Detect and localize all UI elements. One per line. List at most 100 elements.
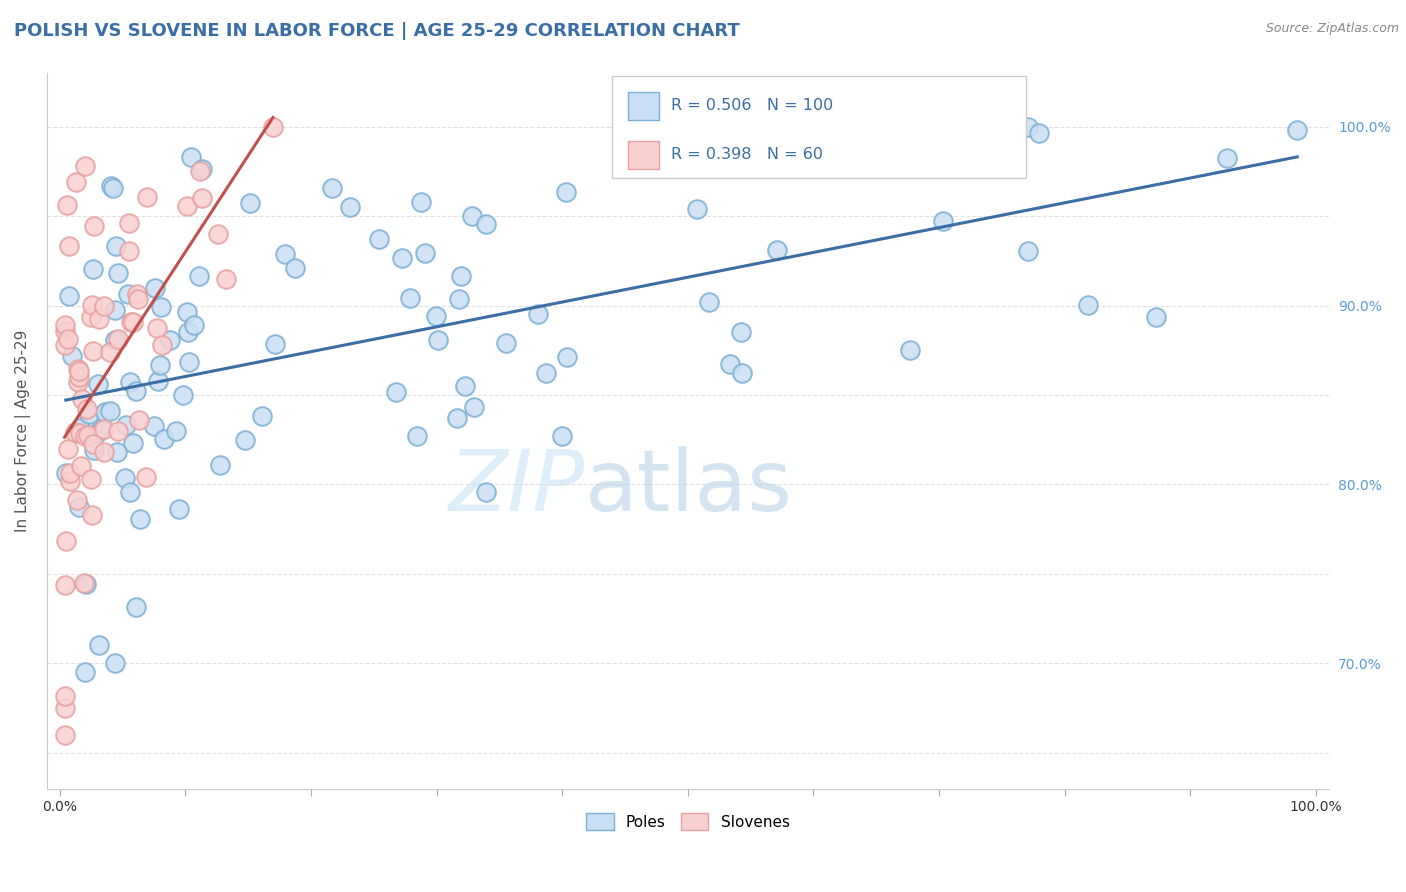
Point	[180, 150, 202, 164]
Point	[107, 266, 129, 280]
Point	[264, 337, 287, 351]
Point	[75, 576, 97, 591]
Point	[557, 350, 579, 364]
Point	[53, 324, 76, 338]
Point	[391, 251, 413, 265]
Point	[58, 239, 80, 253]
Point	[63, 425, 86, 440]
Point	[188, 164, 211, 178]
Point	[69, 421, 91, 435]
Point	[67, 500, 90, 514]
Point	[69, 458, 91, 473]
Point	[1144, 310, 1167, 325]
Y-axis label: In Labor Force | Age 25-29: In Labor Force | Age 25-29	[15, 329, 31, 532]
Point	[135, 470, 157, 484]
Point	[1216, 151, 1239, 165]
Point	[82, 437, 104, 451]
Point	[461, 209, 484, 223]
Point	[83, 442, 105, 457]
Point	[59, 466, 82, 480]
Point	[631, 138, 654, 153]
Point	[53, 689, 76, 703]
Point	[118, 216, 141, 230]
Point	[1017, 244, 1039, 259]
Text: R = 0.506   N = 100: R = 0.506 N = 100	[671, 97, 832, 112]
Point	[53, 338, 76, 352]
Point	[474, 485, 496, 500]
Point	[208, 458, 231, 473]
Point	[149, 358, 172, 372]
Point	[169, 501, 191, 516]
Point	[399, 291, 422, 305]
Point	[190, 191, 212, 205]
Point	[53, 728, 76, 742]
Point	[59, 474, 82, 488]
Point	[415, 246, 437, 260]
Point	[75, 429, 97, 443]
Point	[87, 376, 110, 391]
Point	[129, 512, 152, 526]
Point	[284, 260, 307, 275]
Point	[191, 161, 214, 176]
Point	[697, 294, 720, 309]
Point	[70, 392, 93, 407]
Point	[122, 315, 145, 329]
Point	[554, 185, 576, 199]
Point	[66, 492, 89, 507]
Point	[898, 343, 921, 357]
Point	[495, 335, 517, 350]
Point	[159, 333, 181, 347]
Point	[115, 418, 138, 433]
Point	[60, 349, 83, 363]
Point	[339, 200, 361, 214]
Point	[367, 232, 389, 246]
Point	[425, 309, 447, 323]
Point	[75, 159, 97, 173]
Point	[107, 425, 129, 439]
Point	[53, 318, 76, 332]
Point	[93, 422, 115, 436]
Point	[463, 400, 485, 414]
Point	[450, 269, 472, 284]
Point	[262, 120, 284, 134]
Point	[98, 345, 121, 359]
Point	[758, 120, 780, 134]
Point	[188, 268, 211, 283]
Point	[80, 508, 103, 522]
Point	[98, 403, 121, 417]
Point	[65, 175, 87, 189]
Point	[127, 292, 149, 306]
Text: atlas: atlas	[585, 447, 793, 530]
Point	[183, 318, 205, 332]
Point	[53, 701, 76, 715]
Point	[127, 287, 149, 301]
Point	[79, 472, 101, 486]
Point	[77, 407, 100, 421]
Point	[150, 338, 173, 352]
Point	[136, 190, 159, 204]
Point	[117, 286, 139, 301]
Point	[105, 445, 128, 459]
Point	[731, 366, 754, 380]
Point	[446, 411, 468, 425]
Point	[87, 639, 110, 653]
Text: Source: ZipAtlas.com: Source: ZipAtlas.com	[1265, 22, 1399, 36]
Point	[128, 412, 150, 426]
Point	[1028, 127, 1050, 141]
Point	[426, 333, 449, 347]
Text: R = 0.398   N = 60: R = 0.398 N = 60	[671, 147, 823, 161]
Point	[104, 303, 127, 318]
Point	[93, 405, 115, 419]
Point	[718, 357, 741, 371]
Point	[125, 599, 148, 614]
Point	[122, 436, 145, 450]
Point	[86, 426, 108, 441]
Point	[250, 409, 273, 424]
Point	[73, 576, 96, 591]
Point	[58, 289, 80, 303]
Point	[215, 271, 238, 285]
Point	[273, 247, 295, 261]
Point	[104, 657, 127, 671]
Point	[53, 578, 76, 592]
Point	[1017, 120, 1039, 134]
